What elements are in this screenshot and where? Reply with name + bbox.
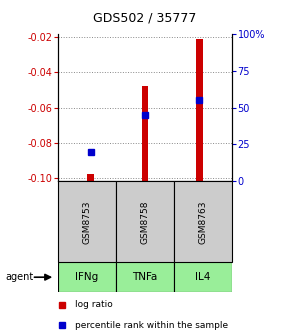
FancyBboxPatch shape — [116, 262, 174, 292]
Text: GSM8763: GSM8763 — [198, 200, 208, 244]
Bar — [196, 39, 203, 181]
Text: GSM8753: GSM8753 — [82, 200, 92, 244]
Text: agent: agent — [6, 272, 34, 282]
Text: IL4: IL4 — [195, 272, 211, 282]
FancyBboxPatch shape — [58, 181, 116, 262]
Text: percentile rank within the sample: percentile rank within the sample — [75, 321, 229, 330]
Text: IFNg: IFNg — [75, 272, 99, 282]
Text: log ratio: log ratio — [75, 300, 113, 309]
Text: TNFa: TNFa — [132, 272, 158, 282]
FancyBboxPatch shape — [174, 181, 232, 262]
Text: GDS502 / 35777: GDS502 / 35777 — [93, 12, 197, 25]
Bar — [87, 174, 94, 181]
Bar — [142, 86, 148, 181]
Text: GSM8758: GSM8758 — [140, 200, 150, 244]
FancyBboxPatch shape — [58, 262, 116, 292]
FancyBboxPatch shape — [116, 181, 174, 262]
FancyBboxPatch shape — [174, 262, 232, 292]
